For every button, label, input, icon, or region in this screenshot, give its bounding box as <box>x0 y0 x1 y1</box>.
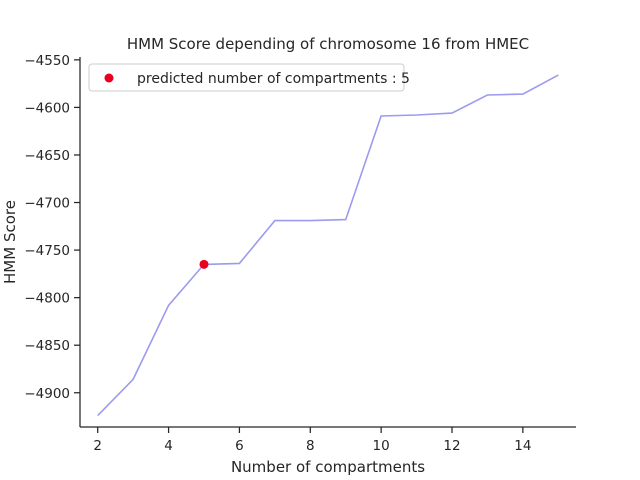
y-axis-title: HMM Score <box>1 200 19 284</box>
y-tick-label: −4800 <box>24 291 70 307</box>
y-tick-label: −4600 <box>24 100 70 116</box>
legend-label: predicted number of compartments : 5 <box>137 71 410 87</box>
x-tick-label: 8 <box>306 438 315 454</box>
y-tick-label: −4650 <box>24 148 70 164</box>
highlight-layer <box>199 259 209 269</box>
x-tick-label: 10 <box>373 438 390 454</box>
legend: predicted number of compartments : 5 <box>88 63 410 92</box>
series-layer <box>97 74 559 417</box>
y-tick-label: −4700 <box>24 196 70 212</box>
x-axis-ticks: 2 4 6 8 10 12 14 <box>93 427 531 454</box>
y-tick-label: −4850 <box>24 338 70 354</box>
x-tick-label: 12 <box>443 438 460 454</box>
x-axis-title: Number of compartments <box>231 458 425 476</box>
legend-marker <box>104 73 114 83</box>
y-axis-ticks: −4550 −4600 −4650 −4700 −4750 −4800 −4850 −4900 <box>24 53 80 402</box>
x-tick-label: 14 <box>514 438 531 454</box>
predicted-point <box>199 259 209 269</box>
x-tick-label: 6 <box>235 438 244 454</box>
x-tick-label: 2 <box>93 438 102 454</box>
legend-box <box>88 63 405 92</box>
x-tick-label: 4 <box>164 438 173 454</box>
series-line <box>97 74 559 417</box>
y-tick-label: −4900 <box>24 386 70 402</box>
y-tick-label: −4750 <box>24 243 70 259</box>
chart-title: HMM Score depending of chromosome 16 fro… <box>127 35 529 53</box>
y-tick-label: −4550 <box>24 53 70 69</box>
